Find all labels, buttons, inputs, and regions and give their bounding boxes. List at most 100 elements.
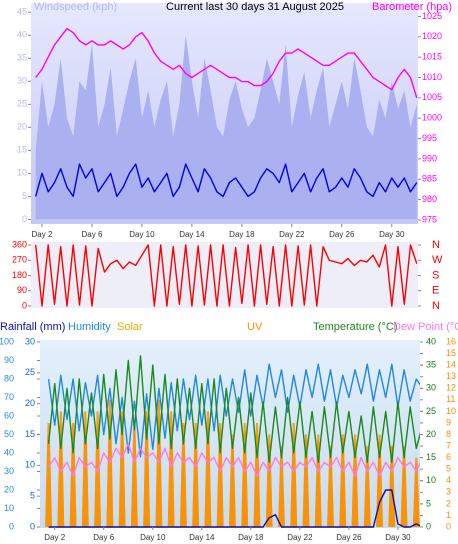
- y2-tick-label: 980: [422, 194, 437, 204]
- y-tick-label: 90: [17, 285, 27, 295]
- series-spike: [302, 434, 310, 527]
- y-tick-label: 30: [4, 466, 14, 476]
- y-tick-label: 20: [4, 484, 14, 494]
- y4-tick-label: 14: [446, 360, 456, 370]
- series-spike: [204, 411, 212, 527]
- y-tick-label: 20: [17, 122, 27, 132]
- y-tick-label: 15: [17, 145, 27, 155]
- y-tick-label: 10: [17, 168, 27, 178]
- y4-tick-label: 2: [446, 498, 451, 508]
- y2-tick-label: 1015: [422, 52, 442, 62]
- series-line: [47, 363, 420, 458]
- y2-tick-label: 30: [25, 336, 35, 346]
- y-tick-label: 0: [22, 300, 27, 310]
- y2-tick-label: 10: [25, 460, 35, 470]
- x-tick-label: Day 22: [279, 230, 305, 239]
- x-tick-label: Day 26: [329, 230, 355, 239]
- y4-tick-label: 9: [446, 417, 451, 427]
- y2-tick-label: 15: [25, 429, 35, 439]
- series-spike: [376, 434, 383, 527]
- y4-tick-label: 3: [446, 487, 451, 497]
- y-tick-label: 90: [4, 355, 14, 365]
- y4-tick-label: 11: [446, 394, 455, 404]
- series-spike: [265, 434, 273, 527]
- x-tick-label: Day 26: [336, 533, 362, 542]
- x-tick-label: Day 2: [32, 230, 53, 239]
- y2-tick-label: 995: [422, 133, 437, 143]
- y-tick-label: 40: [4, 447, 14, 457]
- y-tick-label: 270: [12, 255, 27, 265]
- series-spike: [155, 399, 163, 527]
- x-tick-label: Day 2: [44, 533, 65, 542]
- y3-tick-label: 20: [426, 429, 436, 439]
- series-spike: [388, 446, 396, 527]
- series-spike: [45, 422, 53, 527]
- y4-tick-label: 6: [446, 452, 451, 462]
- y2-tick-label: 0: [30, 521, 35, 531]
- series-spike: [412, 457, 420, 527]
- y4-tick-label: 7: [446, 440, 451, 450]
- y3-tick-label: 30: [426, 383, 436, 393]
- series-spike: [278, 446, 285, 527]
- series-spike: [339, 434, 347, 527]
- series-spike: [327, 446, 334, 527]
- x-tick-label: Day 18: [238, 533, 264, 542]
- y-tick-label: 5: [22, 191, 27, 201]
- x-tick-label: Day 6: [82, 230, 103, 239]
- y-tick-label: 80: [4, 373, 14, 383]
- y4-tick-label: 8: [446, 429, 451, 439]
- legend-label: Humidity: [68, 321, 111, 333]
- series-spike: [241, 422, 249, 527]
- series-spike: [81, 411, 89, 527]
- y2-tick-label: 1005: [422, 92, 442, 102]
- series-line: [48, 443, 420, 477]
- y-tick-label: 0: [9, 521, 14, 531]
- y3-tick-label: 0: [426, 521, 431, 531]
- y-tick-label: 70: [4, 392, 14, 402]
- y4-tick-label: 16: [446, 336, 456, 346]
- y-tick-label: 45: [17, 7, 27, 17]
- series-line: [47, 355, 420, 463]
- legend-label: Temperature (°C): [313, 321, 397, 333]
- y-tick-label: 60: [4, 410, 14, 420]
- y-tick-label: 180: [12, 270, 27, 280]
- y2-tick-label: W: [432, 254, 443, 266]
- series-spike: [143, 411, 151, 527]
- y-tick-label: 360: [12, 239, 27, 249]
- series-spike: [351, 434, 359, 527]
- x-tick-label: Day 10: [129, 230, 155, 239]
- y-tick-label: 40: [17, 30, 27, 40]
- series-line: [35, 27, 418, 99]
- y3-tick-label: 25: [426, 406, 436, 416]
- x-tick-label: Day 18: [229, 230, 255, 239]
- plot-area: [35, 27, 418, 220]
- y2-tick-label: 1000: [422, 113, 442, 123]
- y-tick-label: 0: [22, 214, 27, 224]
- y2-tick-label: 975: [422, 214, 437, 224]
- series-spike: [192, 422, 200, 527]
- x-tick-label: Day 6: [93, 533, 114, 542]
- y-tick-label: 100: [0, 336, 14, 346]
- y2-tick-label: E: [432, 285, 439, 297]
- series-spike: [167, 411, 175, 527]
- series-spike: [57, 411, 65, 527]
- y-tick-label: 10: [4, 503, 14, 513]
- x-tick-label: Day 22: [287, 533, 313, 542]
- y4-tick-label: 5: [446, 464, 451, 474]
- y4-tick-label: 10: [446, 406, 456, 416]
- series-spike: [130, 422, 138, 527]
- y2-tick-label: N: [432, 300, 440, 312]
- legend-label: Rainfall (mm): [0, 321, 65, 333]
- series-line: [48, 489, 420, 528]
- y4-tick-label: 13: [446, 371, 456, 381]
- y3-tick-label: 40: [426, 336, 436, 346]
- y3-tick-label: 35: [426, 360, 436, 370]
- y2-tick-label: 1025: [422, 11, 442, 21]
- y-axis-label: Windspeed (kph): [34, 1, 117, 13]
- series-spike: [179, 422, 187, 527]
- y2-tick-label: 985: [422, 174, 437, 184]
- y2-tick-label: N: [432, 239, 440, 251]
- legend: Solar UV Humidity Temperature (°C)Dew Point…: [0, 321, 458, 333]
- y-tick-label: 50: [4, 429, 14, 439]
- y4-tick-label: 1: [446, 510, 451, 520]
